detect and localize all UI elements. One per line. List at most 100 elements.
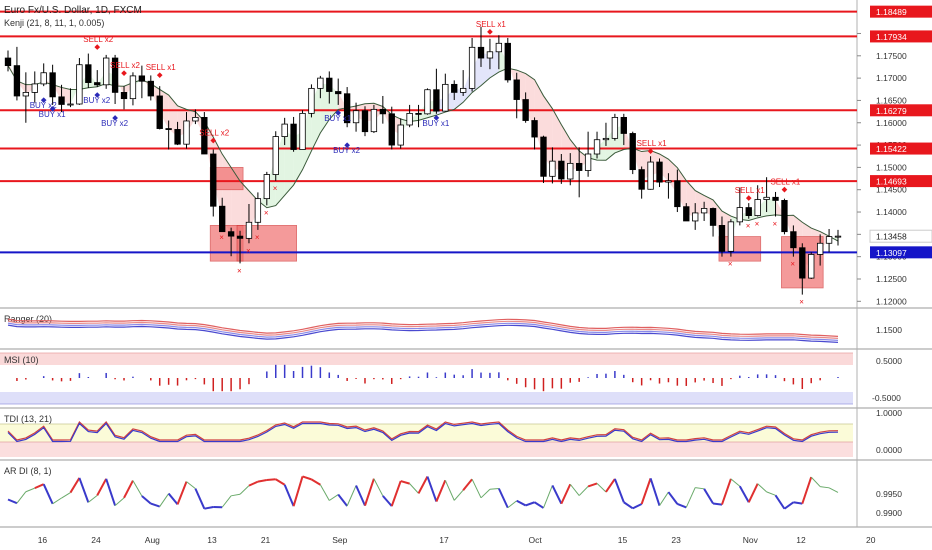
candle-body bbox=[709, 208, 717, 226]
price-level-tag bbox=[870, 30, 932, 43]
ardi-segment bbox=[52, 497, 62, 505]
sell-marker bbox=[94, 44, 101, 50]
candle bbox=[683, 203, 690, 222]
candle bbox=[611, 113, 619, 141]
candle bbox=[263, 171, 270, 206]
signal-label: BUY x1 bbox=[324, 114, 352, 123]
ardi-segment bbox=[435, 479, 447, 502]
candle-body bbox=[343, 93, 351, 124]
price-levels bbox=[0, 10, 857, 254]
ardi-segment bbox=[667, 491, 679, 505]
ardi-segment bbox=[801, 476, 813, 504]
candle-body bbox=[219, 205, 226, 233]
candle bbox=[486, 38, 494, 70]
signal-label: SELL x1 bbox=[735, 186, 765, 195]
candle-body bbox=[156, 95, 163, 129]
candle-body bbox=[584, 153, 592, 171]
ardi-segment bbox=[257, 479, 267, 483]
ma-line bbox=[7, 65, 839, 242]
candle-body bbox=[415, 112, 422, 115]
x-tick-label: 12 bbox=[796, 535, 806, 545]
price-level-tag bbox=[869, 229, 932, 243]
x-tick-label: 23 bbox=[671, 535, 681, 545]
price-tick-label: 1.16500 bbox=[876, 95, 907, 105]
ardi-segment bbox=[820, 486, 830, 489]
candle bbox=[183, 112, 190, 149]
candle bbox=[451, 80, 458, 100]
x-tick-label: Oct bbox=[529, 535, 543, 545]
band-segment bbox=[677, 167, 687, 214]
candle-body bbox=[192, 116, 199, 122]
price-level-label: 1.15422 bbox=[876, 144, 907, 154]
band-segment bbox=[168, 95, 178, 137]
candle bbox=[433, 68, 440, 114]
sell-marker bbox=[745, 195, 752, 201]
candle-body bbox=[700, 208, 708, 214]
ardi-title: AR DI (8, 1) bbox=[4, 466, 52, 476]
ardi-segment bbox=[78, 477, 90, 503]
candle-body bbox=[513, 79, 520, 100]
candle-body bbox=[647, 161, 654, 190]
candle bbox=[495, 35, 503, 70]
signal-label: BUY x2 bbox=[30, 101, 58, 110]
candle bbox=[584, 131, 592, 177]
indicator-legend: Kenji (21, 8, 11, 1, 0.005) bbox=[4, 18, 104, 28]
sell-marker bbox=[156, 72, 163, 78]
candle bbox=[290, 116, 297, 152]
ranger-line bbox=[7, 322, 839, 341]
ardi-segment bbox=[676, 503, 687, 509]
ardi-segment bbox=[712, 502, 723, 506]
panel-separators bbox=[0, 0, 932, 528]
x-tick-label: 24 bbox=[91, 535, 101, 545]
candle-body bbox=[692, 212, 699, 222]
signal-label: SELL x1 bbox=[637, 139, 667, 148]
x-marker: × bbox=[264, 208, 269, 217]
ardi-segment bbox=[69, 477, 81, 494]
candle-body bbox=[236, 235, 244, 239]
ardi-segment bbox=[649, 478, 661, 506]
ardi-segment bbox=[695, 487, 705, 490]
candle-body bbox=[825, 236, 833, 244]
candle-body bbox=[790, 231, 797, 249]
candle bbox=[602, 122, 610, 146]
signal-label: BUY x1 bbox=[422, 119, 450, 128]
candle bbox=[549, 147, 556, 184]
ardi-segment bbox=[16, 491, 27, 504]
ardi-segment bbox=[231, 493, 241, 497]
candle bbox=[85, 53, 92, 88]
ardi-segment bbox=[221, 495, 232, 508]
ardi-segment bbox=[640, 478, 652, 505]
band-segment bbox=[552, 108, 562, 171]
x-marker: × bbox=[790, 260, 795, 269]
candle-body bbox=[611, 116, 619, 139]
candle-body bbox=[94, 82, 101, 86]
candle bbox=[424, 88, 431, 115]
candle-body bbox=[40, 72, 47, 85]
x-axis: 16 24 Aug 13 21 Sep 17 Oct 15 23 Nov 12 20 bbox=[38, 535, 876, 545]
x-tick-label: Aug bbox=[145, 535, 160, 545]
signal-label: SELL x2 bbox=[83, 35, 113, 44]
ardi-segment bbox=[551, 485, 563, 505]
candle bbox=[576, 147, 583, 198]
candle-body bbox=[745, 207, 752, 216]
candle bbox=[754, 185, 761, 217]
x-marker: × bbox=[773, 219, 778, 228]
ardi-segment bbox=[632, 503, 643, 510]
candle-body bbox=[352, 110, 360, 124]
price-tick-label: 1.12500 bbox=[876, 274, 907, 284]
candle bbox=[504, 37, 511, 83]
ardi-segment bbox=[747, 483, 759, 503]
candle-body bbox=[442, 83, 449, 112]
candle-body bbox=[290, 123, 297, 150]
moving-average bbox=[7, 65, 839, 242]
candle-body bbox=[49, 72, 56, 98]
ardi-segment bbox=[453, 489, 464, 501]
candle-body bbox=[816, 242, 824, 255]
x-marker: × bbox=[273, 184, 278, 193]
signal-labels: SELL x2 SELL x2 SELL x1 SELL x2 SELL x1 SELL … bbox=[30, 20, 801, 195]
ardi-segment bbox=[507, 500, 518, 509]
candle bbox=[129, 72, 137, 106]
candle bbox=[192, 109, 199, 125]
candle-body bbox=[67, 103, 74, 106]
